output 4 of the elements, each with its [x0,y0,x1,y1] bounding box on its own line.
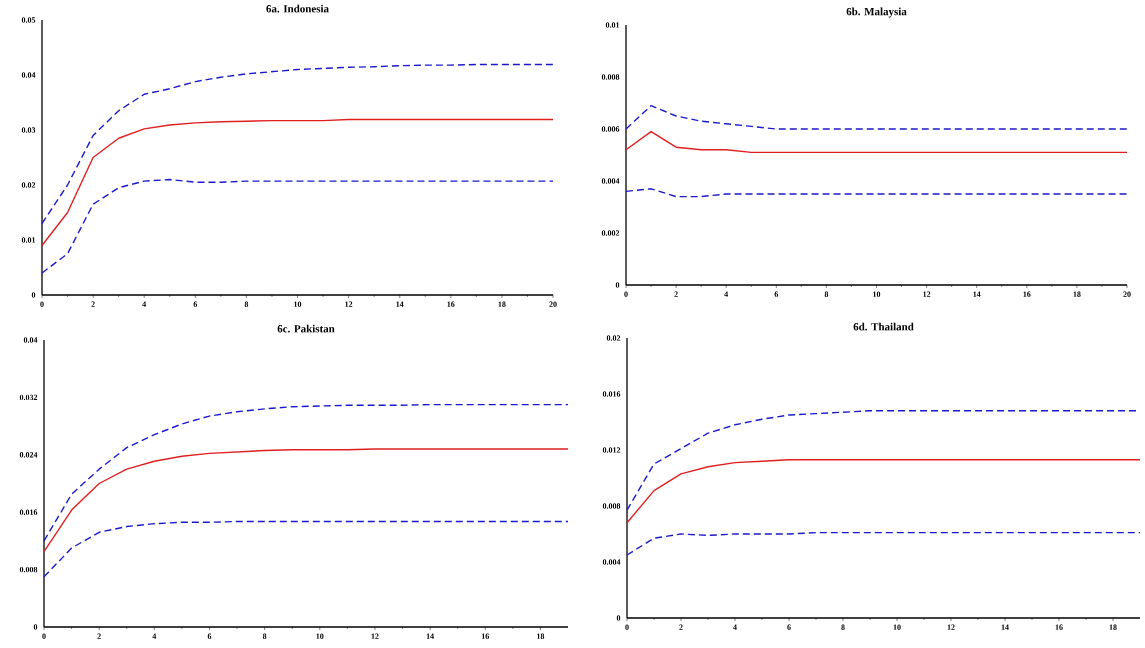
chart-title: 6b. Malaysia [846,7,907,18]
chart-title: 6c. Pakistan [277,324,335,333]
chart-title: 6a. Indonesia [266,4,329,13]
chart-title: 6d. Thailand [853,322,914,331]
